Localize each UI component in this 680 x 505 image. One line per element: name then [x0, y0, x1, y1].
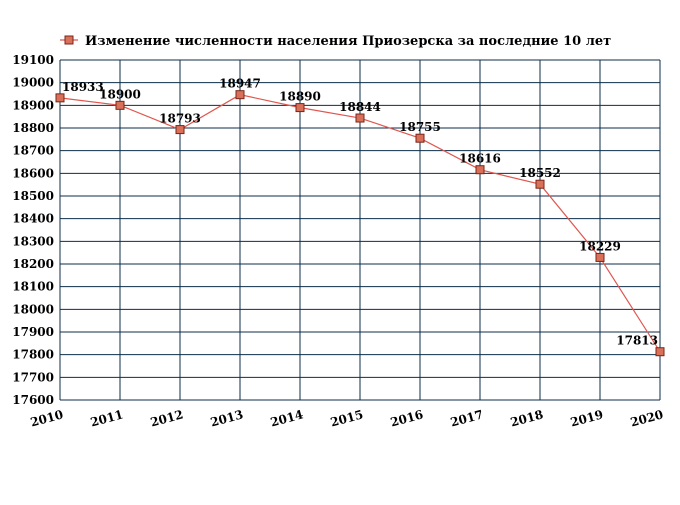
- y-tick-label: 17600: [12, 393, 54, 407]
- y-tick-label: 18800: [12, 121, 54, 135]
- data-point: [115, 100, 125, 110]
- data-label: 18793: [159, 112, 201, 126]
- x-tick-label: 2020: [629, 407, 665, 429]
- data-label: 18229: [579, 239, 621, 253]
- data-label: 18552: [519, 166, 561, 180]
- y-axis-ticks: 17600 17700 17800 17900 18000 18100 18200 18300…: [12, 53, 54, 407]
- y-tick-label: 18200: [12, 257, 54, 271]
- data-label: 17813: [616, 334, 658, 348]
- y-tick-label: 17900: [12, 325, 54, 339]
- y-tick-label: 18900: [12, 98, 54, 112]
- x-tick-label: 2019: [569, 407, 605, 429]
- y-tick-label: 18700: [12, 144, 54, 158]
- x-tick-label: 2013: [209, 407, 245, 429]
- data-point: [475, 165, 485, 175]
- y-tick-label: 18100: [12, 280, 54, 294]
- data-point: [595, 252, 605, 262]
- legend-label: Изменение численности населения Приозерс…: [85, 34, 611, 49]
- grid: [59, 59, 661, 401]
- y-tick-label: 18400: [12, 212, 54, 226]
- y-tick-label: 18500: [12, 189, 54, 203]
- data-label: 18755: [399, 120, 441, 134]
- data-point: [535, 179, 545, 189]
- y-tick-label: 17700: [12, 370, 54, 384]
- legend-marker: [64, 35, 74, 45]
- data-label: 18933: [62, 80, 104, 94]
- data-point: [655, 347, 665, 357]
- x-tick-label: 2018: [509, 407, 545, 429]
- x-tick-label: 2010: [29, 407, 65, 429]
- y-tick-label: 19000: [12, 76, 54, 90]
- data-point: [415, 133, 425, 143]
- data-point: [295, 103, 305, 113]
- x-tick-label: 2014: [269, 407, 305, 429]
- data-point: [355, 113, 365, 123]
- y-tick-label: 18300: [12, 234, 54, 248]
- x-tick-label: 2016: [389, 407, 425, 429]
- legend: Изменение численности населения Приозерс…: [60, 34, 611, 49]
- data-label: 18616: [459, 152, 501, 166]
- data-label: 18890: [279, 90, 321, 104]
- x-tick-label: 2017: [449, 407, 485, 429]
- x-tick-label: 2011: [89, 407, 125, 429]
- data-point: [175, 125, 185, 135]
- data-point: [235, 90, 245, 100]
- y-tick-label: 18600: [12, 166, 54, 180]
- data-label: 18844: [339, 100, 381, 114]
- data-label: 18947: [219, 77, 261, 91]
- y-tick-label: 19100: [12, 53, 54, 67]
- y-tick-label: 18000: [12, 302, 54, 316]
- x-tick-label: 2012: [149, 407, 185, 429]
- y-tick-label: 17800: [12, 348, 54, 362]
- data-point: [55, 93, 65, 103]
- x-axis-ticks: 2010 2011 2012 2013 2014 2015 2016 2017 2018 2019…: [29, 407, 665, 429]
- x-tick-label: 2015: [329, 407, 365, 429]
- data-label: 18900: [99, 87, 141, 101]
